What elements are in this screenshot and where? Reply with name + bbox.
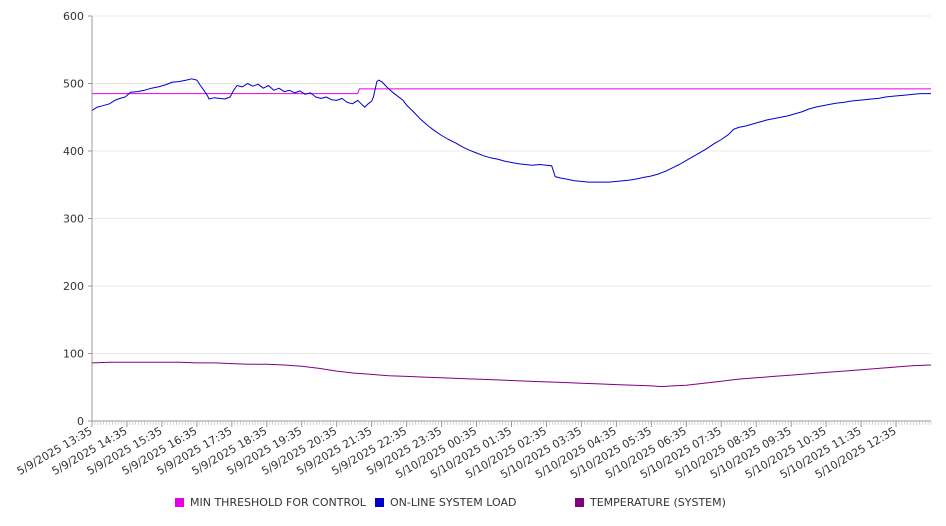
legend-swatch-system-load [375,498,384,507]
y-tick-label: 400 [63,145,84,158]
chart-legend: MIN THRESHOLD FOR CONTROL ON-LINE SYSTEM… [0,496,946,518]
y-tick-label: 500 [63,78,84,91]
series-system-load-line[interactable] [91,78,931,183]
legend-label-min-threshold: MIN THRESHOLD FOR CONTROL [190,496,366,509]
x-axis-tick-labels: 5/9/2025 13:355/9/2025 14:355/9/2025 15:… [15,424,899,481]
grid-lines [92,15,931,354]
legend-label-system-load: ON-LINE SYSTEM LOAD [390,496,517,509]
legend-item-min-threshold[interactable]: MIN THRESHOLD FOR CONTROL [175,496,366,509]
series-temperature-line[interactable] [91,361,932,388]
legend-item-system-load[interactable]: ON-LINE SYSTEM LOAD [375,496,516,509]
y-tick-label: 300 [63,213,84,226]
series-lines [91,78,932,388]
legend-swatch-min-threshold [175,498,184,507]
series-min-threshold-line[interactable] [92,88,931,95]
line-chart: 0 100 200 300 400 500 600 5/9/2025 13:355/9/20… [15,10,932,481]
legend-item-temperature[interactable]: TEMPERATURE (SYSTEM) [575,496,726,509]
legend-swatch-temperature [575,498,584,507]
y-tick-label: 0 [77,415,84,428]
y-axis-tick-labels: 0 100 200 300 400 500 600 [63,10,84,428]
y-tick-label: 200 [63,280,84,293]
y-tick-label: 600 [63,10,84,23]
axes [88,15,932,427]
legend-label-temperature: TEMPERATURE (SYSTEM) [590,496,726,509]
y-tick-label: 100 [63,348,84,361]
